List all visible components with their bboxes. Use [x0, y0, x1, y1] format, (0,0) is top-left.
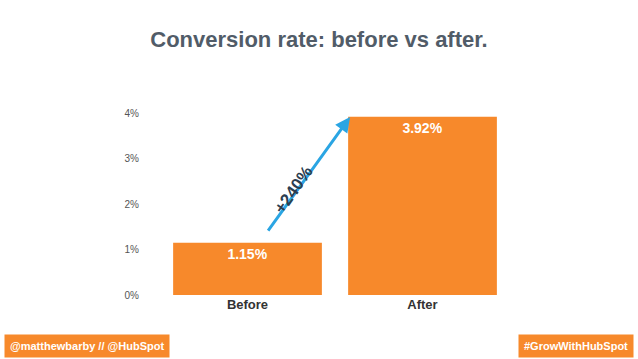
- svg-text:1%: 1%: [125, 244, 140, 255]
- svg-text:After: After: [407, 297, 437, 312]
- svg-text:#GrowWithHubSpot: #GrowWithHubSpot: [524, 340, 628, 352]
- svg-text:2%: 2%: [125, 199, 140, 210]
- svg-text:3%: 3%: [125, 153, 140, 164]
- svg-text:Conversion rate: before vs aft: Conversion rate: before vs after.: [150, 27, 487, 52]
- svg-text:4%: 4%: [125, 108, 140, 119]
- svg-text:1.15%: 1.15%: [227, 246, 267, 262]
- svg-text:Before: Before: [227, 297, 268, 312]
- svg-text:0%: 0%: [125, 290, 140, 301]
- svg-text:@matthewbarby // @HubSpot: @matthewbarby // @HubSpot: [10, 340, 164, 352]
- svg-text:+240%: +240%: [271, 162, 317, 217]
- svg-text:3.92%: 3.92%: [402, 120, 442, 136]
